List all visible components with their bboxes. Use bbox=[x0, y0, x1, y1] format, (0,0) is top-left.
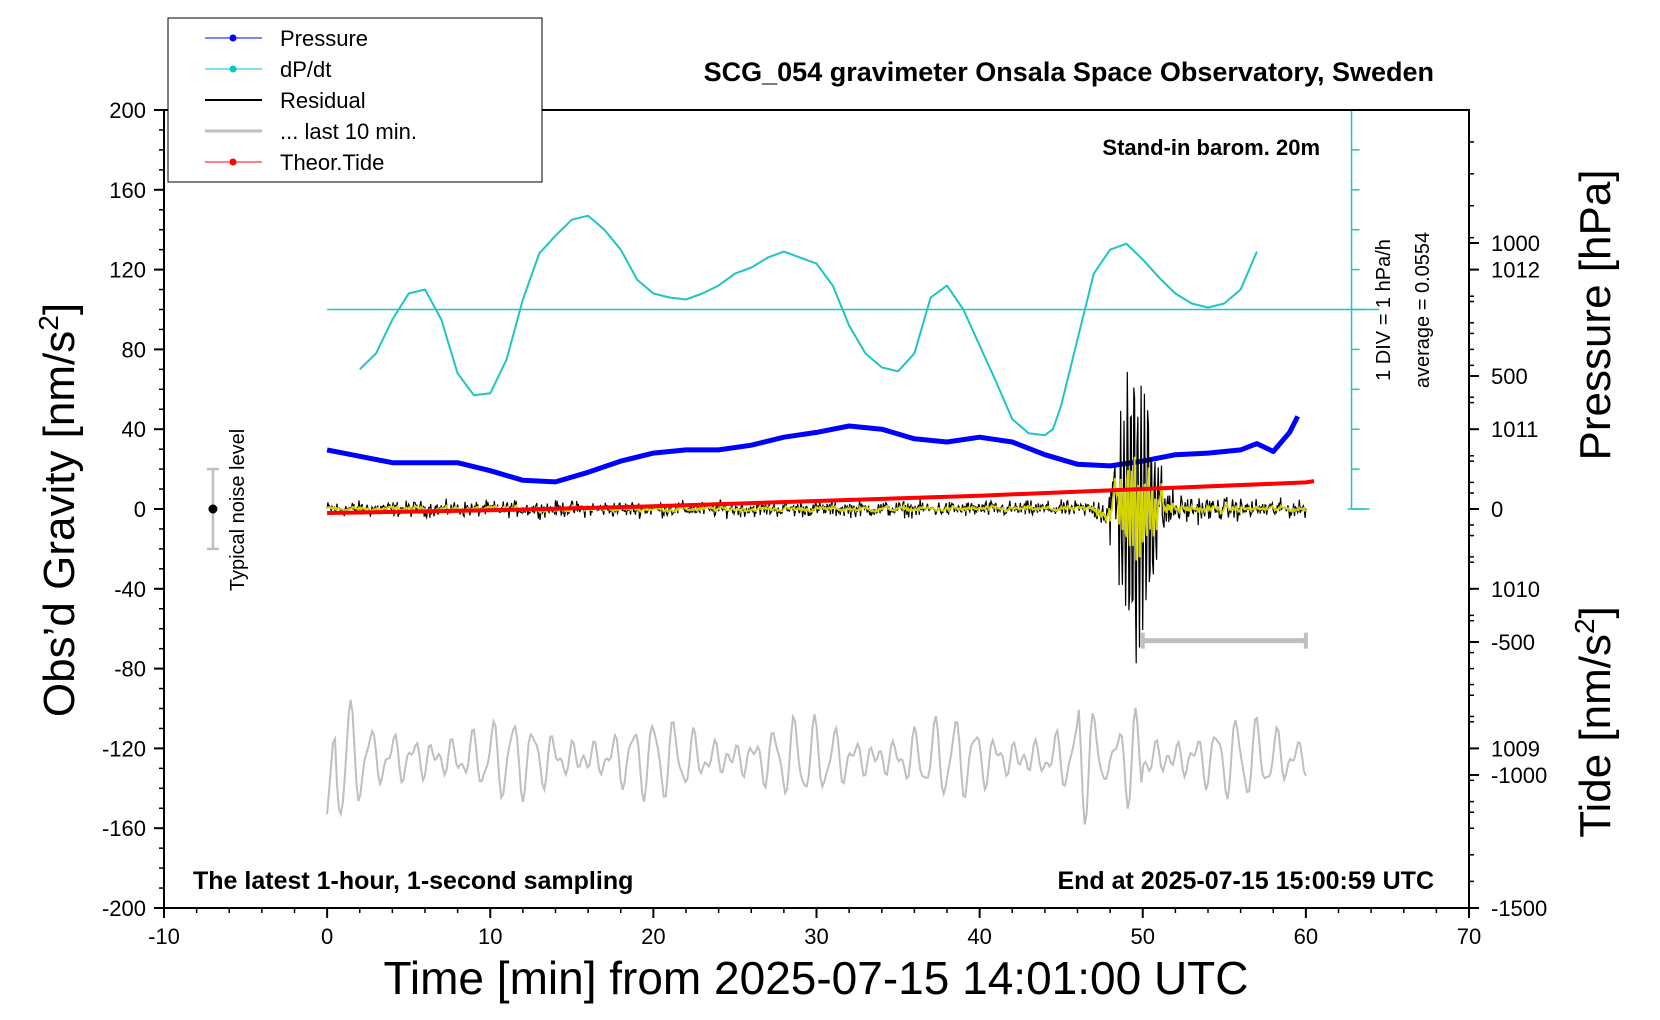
legend: Pressure dP/dt Residual ... last 10 min.… bbox=[167, 17, 543, 183]
x-tick-label: 10 bbox=[478, 924, 502, 949]
y-left-tick-label: -200 bbox=[102, 896, 146, 921]
div-scale-note: 1 DIV = 1 hPa/h bbox=[1373, 239, 1395, 381]
legend-pressure-label: Pressure bbox=[280, 26, 368, 51]
y-axis-label-left-end: ] bbox=[35, 303, 84, 315]
y-left-tick-label: 80 bbox=[122, 337, 146, 362]
y-left-tick-label: -80 bbox=[114, 657, 146, 682]
legend-last10-label: ... last 10 min. bbox=[280, 119, 417, 144]
tide-tick-label: 500 bbox=[1491, 364, 1528, 389]
tide-tick-label: 0 bbox=[1491, 497, 1503, 522]
x-tick-label: 30 bbox=[804, 924, 828, 949]
series-residual-smoothed-line bbox=[326, 456, 1307, 561]
y-axis-label-tide-end: ] bbox=[1571, 606, 1620, 618]
tide-tick-label: 1000 bbox=[1491, 231, 1540, 256]
y-left-tick-label: 200 bbox=[109, 98, 146, 123]
y-axis-label-left-sup: 2 bbox=[33, 315, 64, 331]
pressure-tick-label: 1011 bbox=[1491, 417, 1538, 442]
legend-residual-label: Residual bbox=[280, 88, 366, 113]
x-tick-label: 20 bbox=[641, 924, 665, 949]
legend-tide-label: Theor.Tide bbox=[280, 150, 384, 175]
y-axis-label-pressure: Pressure [hPa] bbox=[1571, 169, 1620, 460]
x-tick-label: 40 bbox=[967, 924, 991, 949]
x-tick-label: 50 bbox=[1131, 924, 1155, 949]
y-left-tick-label: 120 bbox=[109, 258, 146, 283]
x-tick-label: -10 bbox=[148, 924, 180, 949]
legend-item-tide: Theor.Tide bbox=[205, 150, 384, 175]
legend-dpdt-marker bbox=[229, 65, 237, 73]
series-dpdt-line bbox=[359, 214, 1258, 437]
plot-layer bbox=[206, 109, 1380, 825]
y-left-tick-label: -120 bbox=[102, 736, 146, 761]
y-left-tick-label: -160 bbox=[102, 816, 146, 841]
axes-layer: -10 0 10 20 30 40 50 60 70 200 160 120 80 40 0 -40 -80 -1… bbox=[102, 98, 1547, 949]
series-pressure-line bbox=[326, 415, 1300, 485]
legend-pressure-marker bbox=[229, 34, 237, 42]
average-note: average = 0.0554 bbox=[1412, 232, 1434, 388]
y-left-tick-label: 0 bbox=[134, 497, 146, 522]
x-tick-label: 0 bbox=[321, 924, 333, 949]
tide-tick-label: -1500 bbox=[1491, 896, 1547, 921]
y-axis-label-tide: Tide [nm/s2] bbox=[1569, 606, 1620, 838]
legend-item-residual: Residual bbox=[205, 88, 366, 113]
pressure-tick-label: 1012 bbox=[1491, 258, 1540, 283]
legend-item-last10: ... last 10 min. bbox=[205, 119, 417, 144]
noise-level-label: Typical noise level bbox=[227, 429, 249, 591]
legend-tide-marker bbox=[229, 158, 237, 166]
tide-tick-label: -500 bbox=[1491, 630, 1535, 655]
y-axis-label-left-main: Obs’d Gravity [nm/s bbox=[35, 331, 84, 717]
y-left-tick-label: 160 bbox=[109, 178, 146, 203]
x-axis-label: Time [min] from 2025-07-15 14:01:00 UTC bbox=[384, 952, 1249, 1004]
legend-dpdt-label: dP/dt bbox=[280, 57, 331, 82]
y-axis-label-left: Obs’d Gravity [nm/s2] bbox=[33, 303, 84, 717]
end-time-note: End at 2025-07-15 15:00:59 UTC bbox=[1057, 867, 1434, 895]
y-axis-label-tide-main: Tide [nm/s bbox=[1571, 634, 1620, 838]
sampling-note: The latest 1-hour, 1-second sampling bbox=[193, 867, 633, 895]
x-tick-label: 60 bbox=[1294, 924, 1318, 949]
series-tide-line bbox=[327, 479, 1315, 515]
y-left-tick-label: -40 bbox=[114, 577, 146, 602]
pressure-tick-label: 1010 bbox=[1491, 577, 1540, 602]
y-left-tick-label: 40 bbox=[122, 417, 146, 442]
legend-item-dpdt: dP/dt bbox=[205, 57, 331, 82]
series-last10-line bbox=[326, 699, 1307, 825]
y-axis-label-tide-sup: 2 bbox=[1569, 618, 1600, 634]
pressure-tick-label: 1009 bbox=[1491, 736, 1540, 761]
x-tick-label: 70 bbox=[1457, 924, 1481, 949]
stand-in-barometer-note: Stand-in barom. 20m bbox=[1102, 135, 1320, 160]
chart-title: SCG_054 gravimeter Onsala Space Observat… bbox=[704, 57, 1434, 87]
noise-bar-center bbox=[208, 504, 218, 514]
tide-tick-label: -1000 bbox=[1491, 763, 1547, 788]
legend-item-pressure: Pressure bbox=[205, 26, 368, 51]
